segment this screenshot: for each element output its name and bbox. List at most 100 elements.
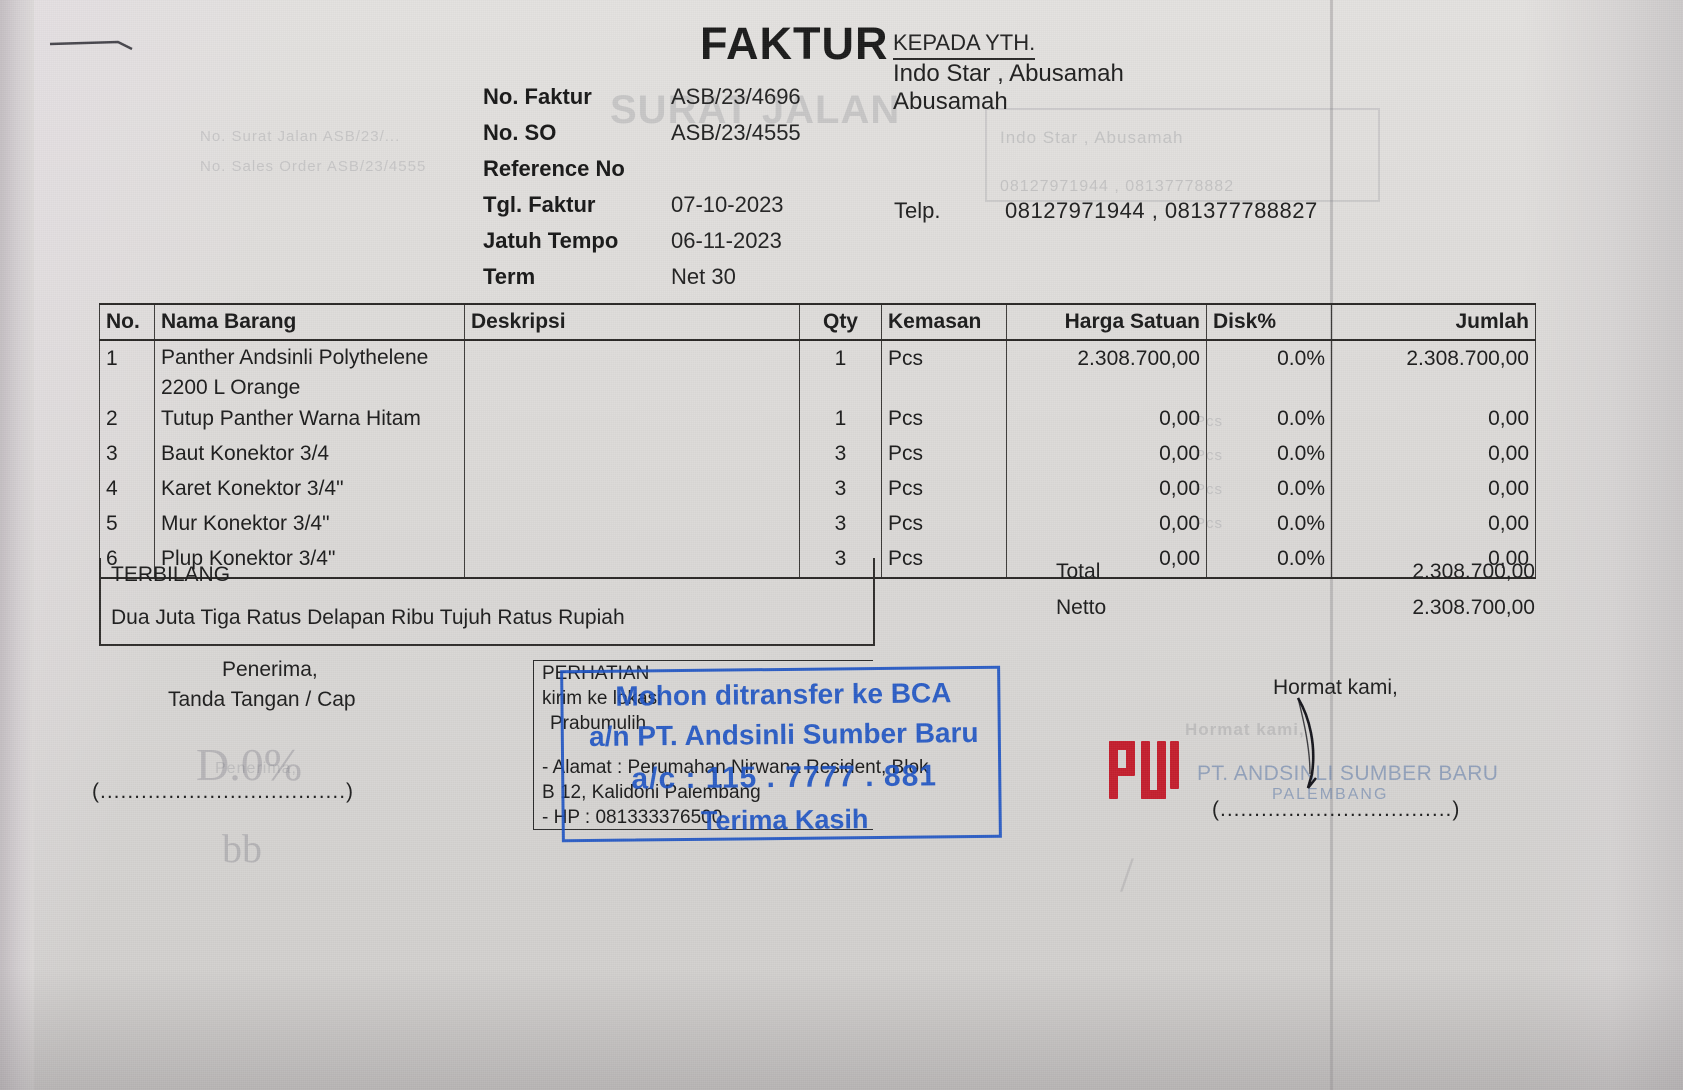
paper-edge-right bbox=[1523, 0, 1683, 1090]
company-name-ghost: PT. ANDSINLI SUMBER BARU bbox=[1197, 762, 1499, 785]
cell-no: 1 bbox=[99, 340, 155, 403]
cell-kemasan: Pcs bbox=[881, 340, 1007, 403]
cell-qty: 1 bbox=[799, 340, 882, 403]
cell-jumlah: 0,00 bbox=[1331, 508, 1536, 543]
cell-harga: 2.308.700,00 bbox=[1006, 340, 1207, 403]
company-city-ghost: PALEMBANG bbox=[1272, 786, 1389, 803]
faint-handwriting-c: / bbox=[1120, 846, 1134, 902]
table-body: 1 Panther Andsinli Polythelene 2200 L Or… bbox=[99, 340, 1536, 578]
cell-name: Karet Konektor 3/4" bbox=[154, 473, 465, 508]
meta-label: No. SO bbox=[483, 120, 557, 145]
perhatian-line-2: Prabumulih bbox=[550, 713, 647, 734]
total-row: Total 2.308.700,00 bbox=[1020, 560, 1535, 596]
table-row: 6 Plup Konektor 3/4" 3 Pcs 0,00 0.0% 0,0… bbox=[99, 543, 1536, 578]
telephone-value: 08127971944 , 081377788827 bbox=[1005, 198, 1318, 223]
cell-name: Panther Andsinli Polythelene 2200 L Oran… bbox=[154, 340, 465, 403]
meta-label: Tgl. Faktur bbox=[483, 192, 596, 217]
cell-harga: 0,00 bbox=[1006, 473, 1207, 508]
meta-value: ASB/23/4555 bbox=[671, 120, 801, 145]
cell-name-line1: Panther Andsinli Polythelene bbox=[161, 346, 429, 369]
cell-disk: 0.0% bbox=[1206, 543, 1332, 578]
perhatian-line-3: - Alamat : Perumahan Nirwana Resident, B… bbox=[542, 757, 929, 778]
cell-harga: 0,00 bbox=[1006, 543, 1207, 578]
cell-no: 3 bbox=[99, 438, 155, 473]
paper-edge-left bbox=[0, 0, 34, 1090]
meta-label: Jatuh Tempo bbox=[483, 228, 619, 253]
penerima-label: Penerima, bbox=[222, 658, 318, 681]
hormat-kami-label: Hormat kami, bbox=[1273, 676, 1398, 699]
faint-handwriting-a: D.0% bbox=[196, 739, 303, 790]
cell-qty: 3 bbox=[799, 508, 882, 543]
totals-block: Total 2.308.700,00 Netto 2.308.700,00 bbox=[1020, 560, 1535, 632]
cell-harga: 0,00 bbox=[1006, 403, 1207, 438]
perhatian-line-1: kirim ke lokasi bbox=[542, 688, 662, 709]
column-header-jumlah: Jumlah bbox=[1331, 303, 1536, 341]
table-row: 5 Mur Konektor 3/4" 3 Pcs 0,00 0.0% 0,00 bbox=[99, 508, 1536, 543]
meta-label: Term bbox=[483, 264, 536, 289]
cell-desc bbox=[464, 473, 800, 508]
paper-shadow bbox=[0, 970, 1683, 1090]
terbilang-label: TERBILANG bbox=[111, 563, 231, 586]
bank-transfer-stamp: Mohon ditransfer ke BCA a/n PT. Andsinli… bbox=[560, 665, 1002, 843]
column-header-kemasan: Kemasan bbox=[881, 303, 1007, 341]
column-header-qty: Qty bbox=[799, 303, 882, 341]
cell-name: Baut Konektor 3/4 bbox=[154, 438, 465, 473]
handwritten-signature-icon bbox=[1296, 697, 1318, 789]
meta-value: ASB/23/4696 bbox=[671, 84, 801, 109]
bill-to-name: Indo Star , Abusamah bbox=[893, 60, 1124, 87]
cell-harga: 0,00 bbox=[1006, 438, 1207, 473]
bill-to-label: KEPADA YTH. bbox=[893, 30, 1036, 60]
table-header-row: No. Nama Barang Deskripsi Qty Kemasan Ha… bbox=[99, 303, 1536, 341]
cell-desc bbox=[464, 403, 800, 438]
table-row: 1 Panther Andsinli Polythelene 2200 L Or… bbox=[99, 340, 1536, 403]
total-label: Total bbox=[1056, 560, 1101, 583]
cell-disk: 0.0% bbox=[1206, 438, 1332, 473]
pen-stroke-icon bbox=[49, 40, 133, 51]
cell-desc bbox=[464, 508, 800, 543]
meta-value: 07-10-2023 bbox=[671, 192, 784, 217]
penerima-signature-line: (....................................) bbox=[92, 780, 355, 803]
table-header: No. Nama Barang Deskripsi Qty Kemasan Ha… bbox=[99, 303, 1536, 341]
column-header-desc: Deskripsi bbox=[464, 303, 800, 341]
stamp-line-2: a/n PT. Andsinli Sumber Baru bbox=[588, 716, 979, 753]
company-logo-stamp-icon bbox=[1109, 741, 1179, 799]
cell-qty: 3 bbox=[799, 438, 882, 473]
terbilang-value: Dua Juta Tiga Ratus Delapan Ribu Tujuh R… bbox=[111, 606, 625, 629]
cell-harga: 0,00 bbox=[1006, 508, 1207, 543]
cell-qty: 3 bbox=[799, 473, 882, 508]
perhatian-line-4: B 12, Kalidoni Palembang bbox=[542, 782, 761, 803]
cell-desc bbox=[464, 543, 800, 578]
stamp-line-1: Mohon ditransfer ke BCA bbox=[615, 677, 952, 712]
netto-row: Netto 2.308.700,00 bbox=[1020, 596, 1535, 632]
cell-name: Mur Konektor 3/4" bbox=[154, 508, 465, 543]
cell-no: 6 bbox=[99, 543, 155, 578]
perhatian-title: PERHATIAN bbox=[542, 663, 650, 684]
stamp-line-3: a/c : 115 . 7777 . 881 bbox=[631, 759, 938, 796]
cell-desc bbox=[464, 438, 800, 473]
cell-disk: 0.0% bbox=[1206, 473, 1332, 508]
cell-kemasan: Pcs bbox=[881, 543, 1007, 578]
cell-name-line2: 2200 L Orange bbox=[161, 376, 301, 399]
cell-name: Plup Konektor 3/4" bbox=[154, 543, 465, 578]
penerima-sublabel: Tanda Tangan / Cap bbox=[168, 688, 356, 711]
cell-no: 4 bbox=[99, 473, 155, 508]
telephone-label: Telp. bbox=[894, 198, 941, 223]
ghost-hormat: Hormat kami, bbox=[1185, 720, 1305, 739]
netto-label: Netto bbox=[1056, 596, 1107, 619]
meta-label: Reference No bbox=[483, 156, 625, 181]
column-header-harga: Harga Satuan bbox=[1006, 303, 1207, 341]
cell-kemasan: Pcs bbox=[881, 438, 1007, 473]
cell-disk: 0.0% bbox=[1206, 403, 1332, 438]
cell-jumlah: 0,00 bbox=[1331, 438, 1536, 473]
table-row: 2 Tutup Panther Warna Hitam 1 Pcs 0,00 0… bbox=[99, 403, 1536, 438]
cell-disk: 0.0% bbox=[1206, 340, 1332, 403]
ghost-box bbox=[985, 108, 1380, 202]
column-header-name: Nama Barang bbox=[154, 303, 465, 341]
terbilang-box: TERBILANG Dua Juta Tiga Ratus Delapan Ri… bbox=[99, 558, 875, 646]
cell-kemasan: Pcs bbox=[881, 403, 1007, 438]
table-row: 4 Karet Konektor 3/4" 3 Pcs 0,00 0.0% 0,… bbox=[99, 473, 1536, 508]
stamp-line-4: Terima Kasih bbox=[700, 804, 869, 836]
cell-no: 2 bbox=[99, 403, 155, 438]
meta-label: No. Faktur bbox=[483, 84, 592, 109]
